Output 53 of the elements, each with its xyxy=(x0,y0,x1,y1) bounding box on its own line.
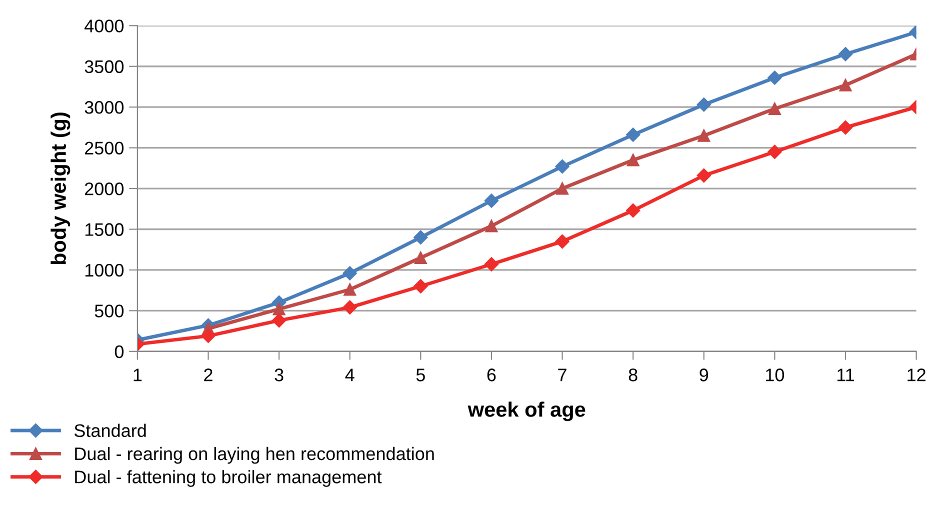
point xyxy=(201,328,216,344)
x-tick-label: 3 xyxy=(274,368,284,382)
point xyxy=(626,154,640,166)
x-tick-label: 11 xyxy=(837,368,854,382)
y-tick-label: 3500 xyxy=(84,60,124,74)
y-tick-label: 2000 xyxy=(84,182,124,196)
legend-label: Dual - fattening to broiler management xyxy=(75,470,382,487)
point xyxy=(555,159,570,174)
point xyxy=(272,302,286,316)
point xyxy=(768,144,782,159)
y-tick-label: 0 xyxy=(114,345,124,358)
y-tick-label: 1000 xyxy=(85,264,124,277)
point xyxy=(698,129,710,142)
point xyxy=(555,234,570,249)
x-tick-label: 8 xyxy=(628,368,638,382)
point xyxy=(272,313,286,328)
legend-label: Dual - rearing on laying hen recommendation xyxy=(75,446,434,464)
x-tick-label: 7 xyxy=(558,368,566,382)
point xyxy=(414,279,428,294)
point xyxy=(414,252,427,264)
y-tick-label: 500 xyxy=(94,304,124,318)
point xyxy=(344,283,356,296)
x-tick-label: 4 xyxy=(345,368,354,382)
y-tick-label: 3000 xyxy=(84,101,124,114)
x-tick-label: 9 xyxy=(700,368,708,382)
x-tick-label: 1 xyxy=(134,368,142,382)
point xyxy=(768,102,781,115)
point xyxy=(485,220,498,232)
point xyxy=(484,194,499,208)
point xyxy=(414,230,428,244)
point xyxy=(696,168,711,183)
point xyxy=(768,70,782,85)
point xyxy=(838,47,853,62)
point xyxy=(556,182,569,195)
x-tick-label: 5 xyxy=(416,368,425,382)
point xyxy=(342,300,357,315)
y-tick-label: 4000 xyxy=(84,20,124,32)
x-tick-label: 2 xyxy=(204,368,212,382)
x-tick-label: 12 xyxy=(908,368,926,382)
x-tick-label: 10 xyxy=(766,368,784,382)
point xyxy=(626,128,640,142)
x-axis-title: week of age xyxy=(468,402,586,422)
y-tick-label: 1500 xyxy=(85,223,124,236)
point xyxy=(342,266,357,280)
legend-label: Standard xyxy=(74,424,146,438)
point xyxy=(626,203,640,218)
y-tick-label: 2500 xyxy=(84,142,124,155)
point xyxy=(484,257,499,272)
point xyxy=(839,78,852,92)
point xyxy=(838,120,853,135)
x-tick-label: 6 xyxy=(487,368,496,382)
point xyxy=(696,98,711,112)
y-axis-title: body weight (g) xyxy=(50,112,70,264)
